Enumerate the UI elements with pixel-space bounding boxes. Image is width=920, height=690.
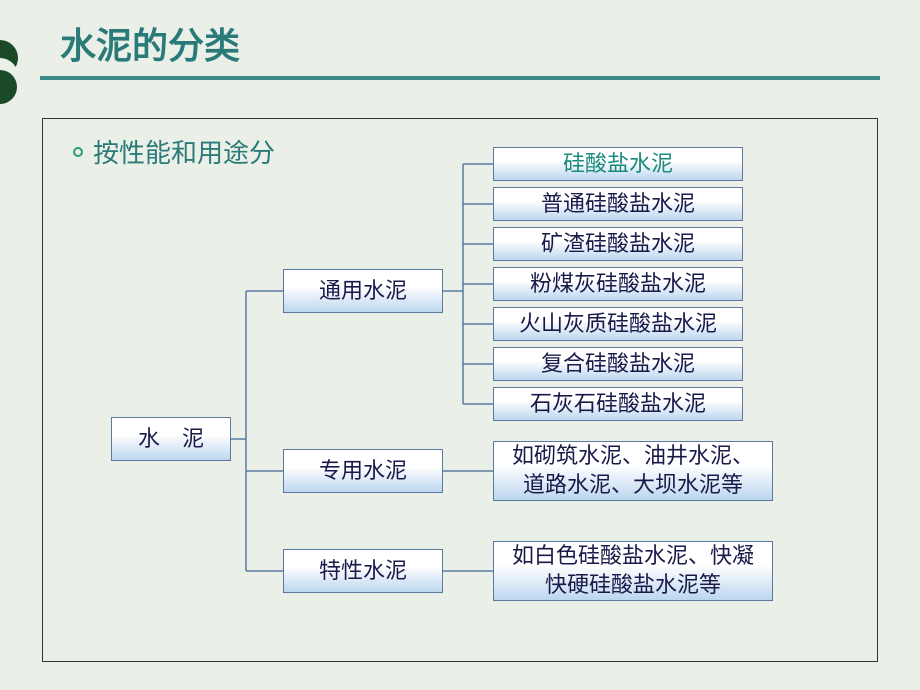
tree-leaf-0-5: 复合硅酸盐水泥 xyxy=(493,347,743,381)
page-title: 水泥的分类 xyxy=(60,17,240,69)
title-bar: 水泥的分类 xyxy=(40,10,880,80)
tree-branch-0: 通用水泥 xyxy=(283,269,443,313)
tree-leaf-0-2: 矿渣硅酸盐水泥 xyxy=(493,227,743,261)
tree-leaf-0-3: 粉煤灰硅酸盐水泥 xyxy=(493,267,743,301)
tree-leaf-1-0: 如砌筑水泥、油井水泥、道路水泥、大坝水泥等 xyxy=(493,441,773,501)
corner-decoration-2 xyxy=(0,70,35,110)
tree-leaf-2-0: 如白色硅酸盐水泥、快凝快硬硅酸盐水泥等 xyxy=(493,541,773,601)
tree-branch-2: 特性水泥 xyxy=(283,549,443,593)
tree-root: 水 泥 xyxy=(111,417,231,461)
bullet-icon xyxy=(73,147,83,157)
tree-leaf-0-6: 石灰石硅酸盐水泥 xyxy=(493,387,743,421)
tree-leaf-0-4: 火山灰质硅酸盐水泥 xyxy=(493,307,743,341)
content-frame: 按性能和用途分 水 泥 通用水泥 硅酸盐水泥普通硅酸盐水泥矿渣硅酸盐水泥粉煤灰硅酸盐… xyxy=(42,118,878,662)
subtitle: 按性能和用途分 xyxy=(93,133,275,170)
tree-leaf-0-0: 硅酸盐水泥 xyxy=(493,147,743,181)
subtitle-row: 按性能和用途分 xyxy=(73,133,275,170)
tree-leaf-0-1: 普通硅酸盐水泥 xyxy=(493,187,743,221)
tree-branch-1: 专用水泥 xyxy=(283,449,443,493)
